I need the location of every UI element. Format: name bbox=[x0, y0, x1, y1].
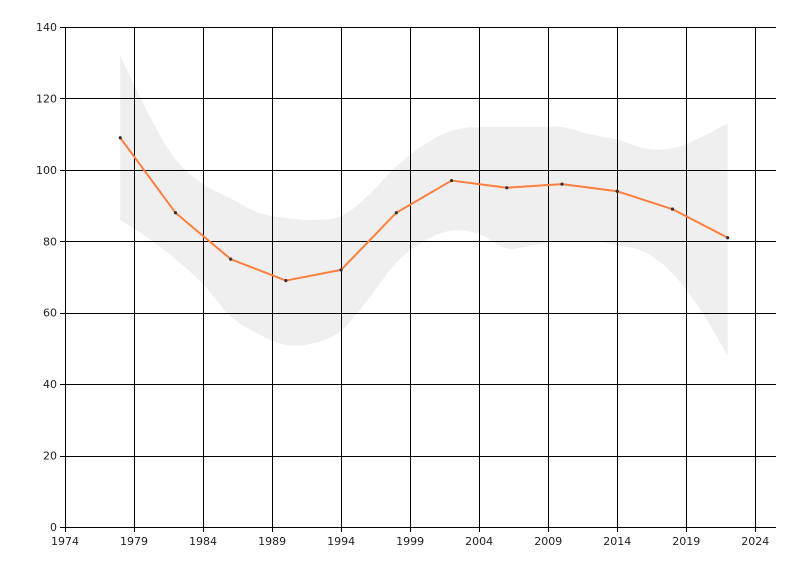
x-tick-label: 2019 bbox=[672, 535, 700, 548]
y-tick-label: 0 bbox=[50, 521, 57, 534]
tick-label-layer: 1974 1979 1984 1989 1994 1999 2004 2009 2014 2019… bbox=[36, 21, 769, 548]
data-point bbox=[229, 257, 233, 261]
x-tick-label: 2014 bbox=[603, 535, 631, 548]
x-tick-label: 1994 bbox=[327, 535, 355, 548]
data-point bbox=[449, 178, 454, 183]
y-tick-label: 20 bbox=[43, 450, 57, 463]
data-point bbox=[173, 211, 178, 215]
y-tick-label: 100 bbox=[36, 164, 57, 177]
data-point bbox=[505, 186, 509, 190]
y-tick-label: 60 bbox=[43, 307, 57, 320]
confidence-band-layer bbox=[120, 55, 728, 356]
x-tick-label: 1984 bbox=[189, 535, 217, 548]
data-point bbox=[284, 278, 288, 283]
data-point bbox=[615, 189, 619, 193]
data-point bbox=[394, 211, 398, 215]
data-point bbox=[118, 136, 122, 140]
y-tick-label: 40 bbox=[43, 378, 57, 391]
data-point bbox=[726, 236, 730, 240]
x-tick-label: 1974 bbox=[51, 535, 79, 548]
x-tick-label: 1999 bbox=[396, 535, 424, 548]
data-point bbox=[339, 268, 343, 272]
data-point bbox=[670, 207, 675, 211]
confidence-band bbox=[120, 55, 728, 356]
data-point bbox=[560, 182, 564, 186]
y-tick-label: 140 bbox=[36, 21, 57, 34]
x-tick-label: 2004 bbox=[465, 535, 493, 548]
grid-layer bbox=[60, 27, 776, 532]
axis-layer bbox=[60, 27, 776, 532]
y-tick-label: 120 bbox=[36, 92, 57, 105]
x-tick-label: 2009 bbox=[534, 535, 562, 548]
y-tick-label: 80 bbox=[43, 235, 57, 248]
x-tick-label: 1989 bbox=[258, 535, 286, 548]
series-line bbox=[119, 137, 729, 282]
series-layer bbox=[118, 136, 730, 283]
x-tick-label: 2024 bbox=[741, 535, 769, 548]
x-tick-label: 1979 bbox=[120, 535, 148, 548]
